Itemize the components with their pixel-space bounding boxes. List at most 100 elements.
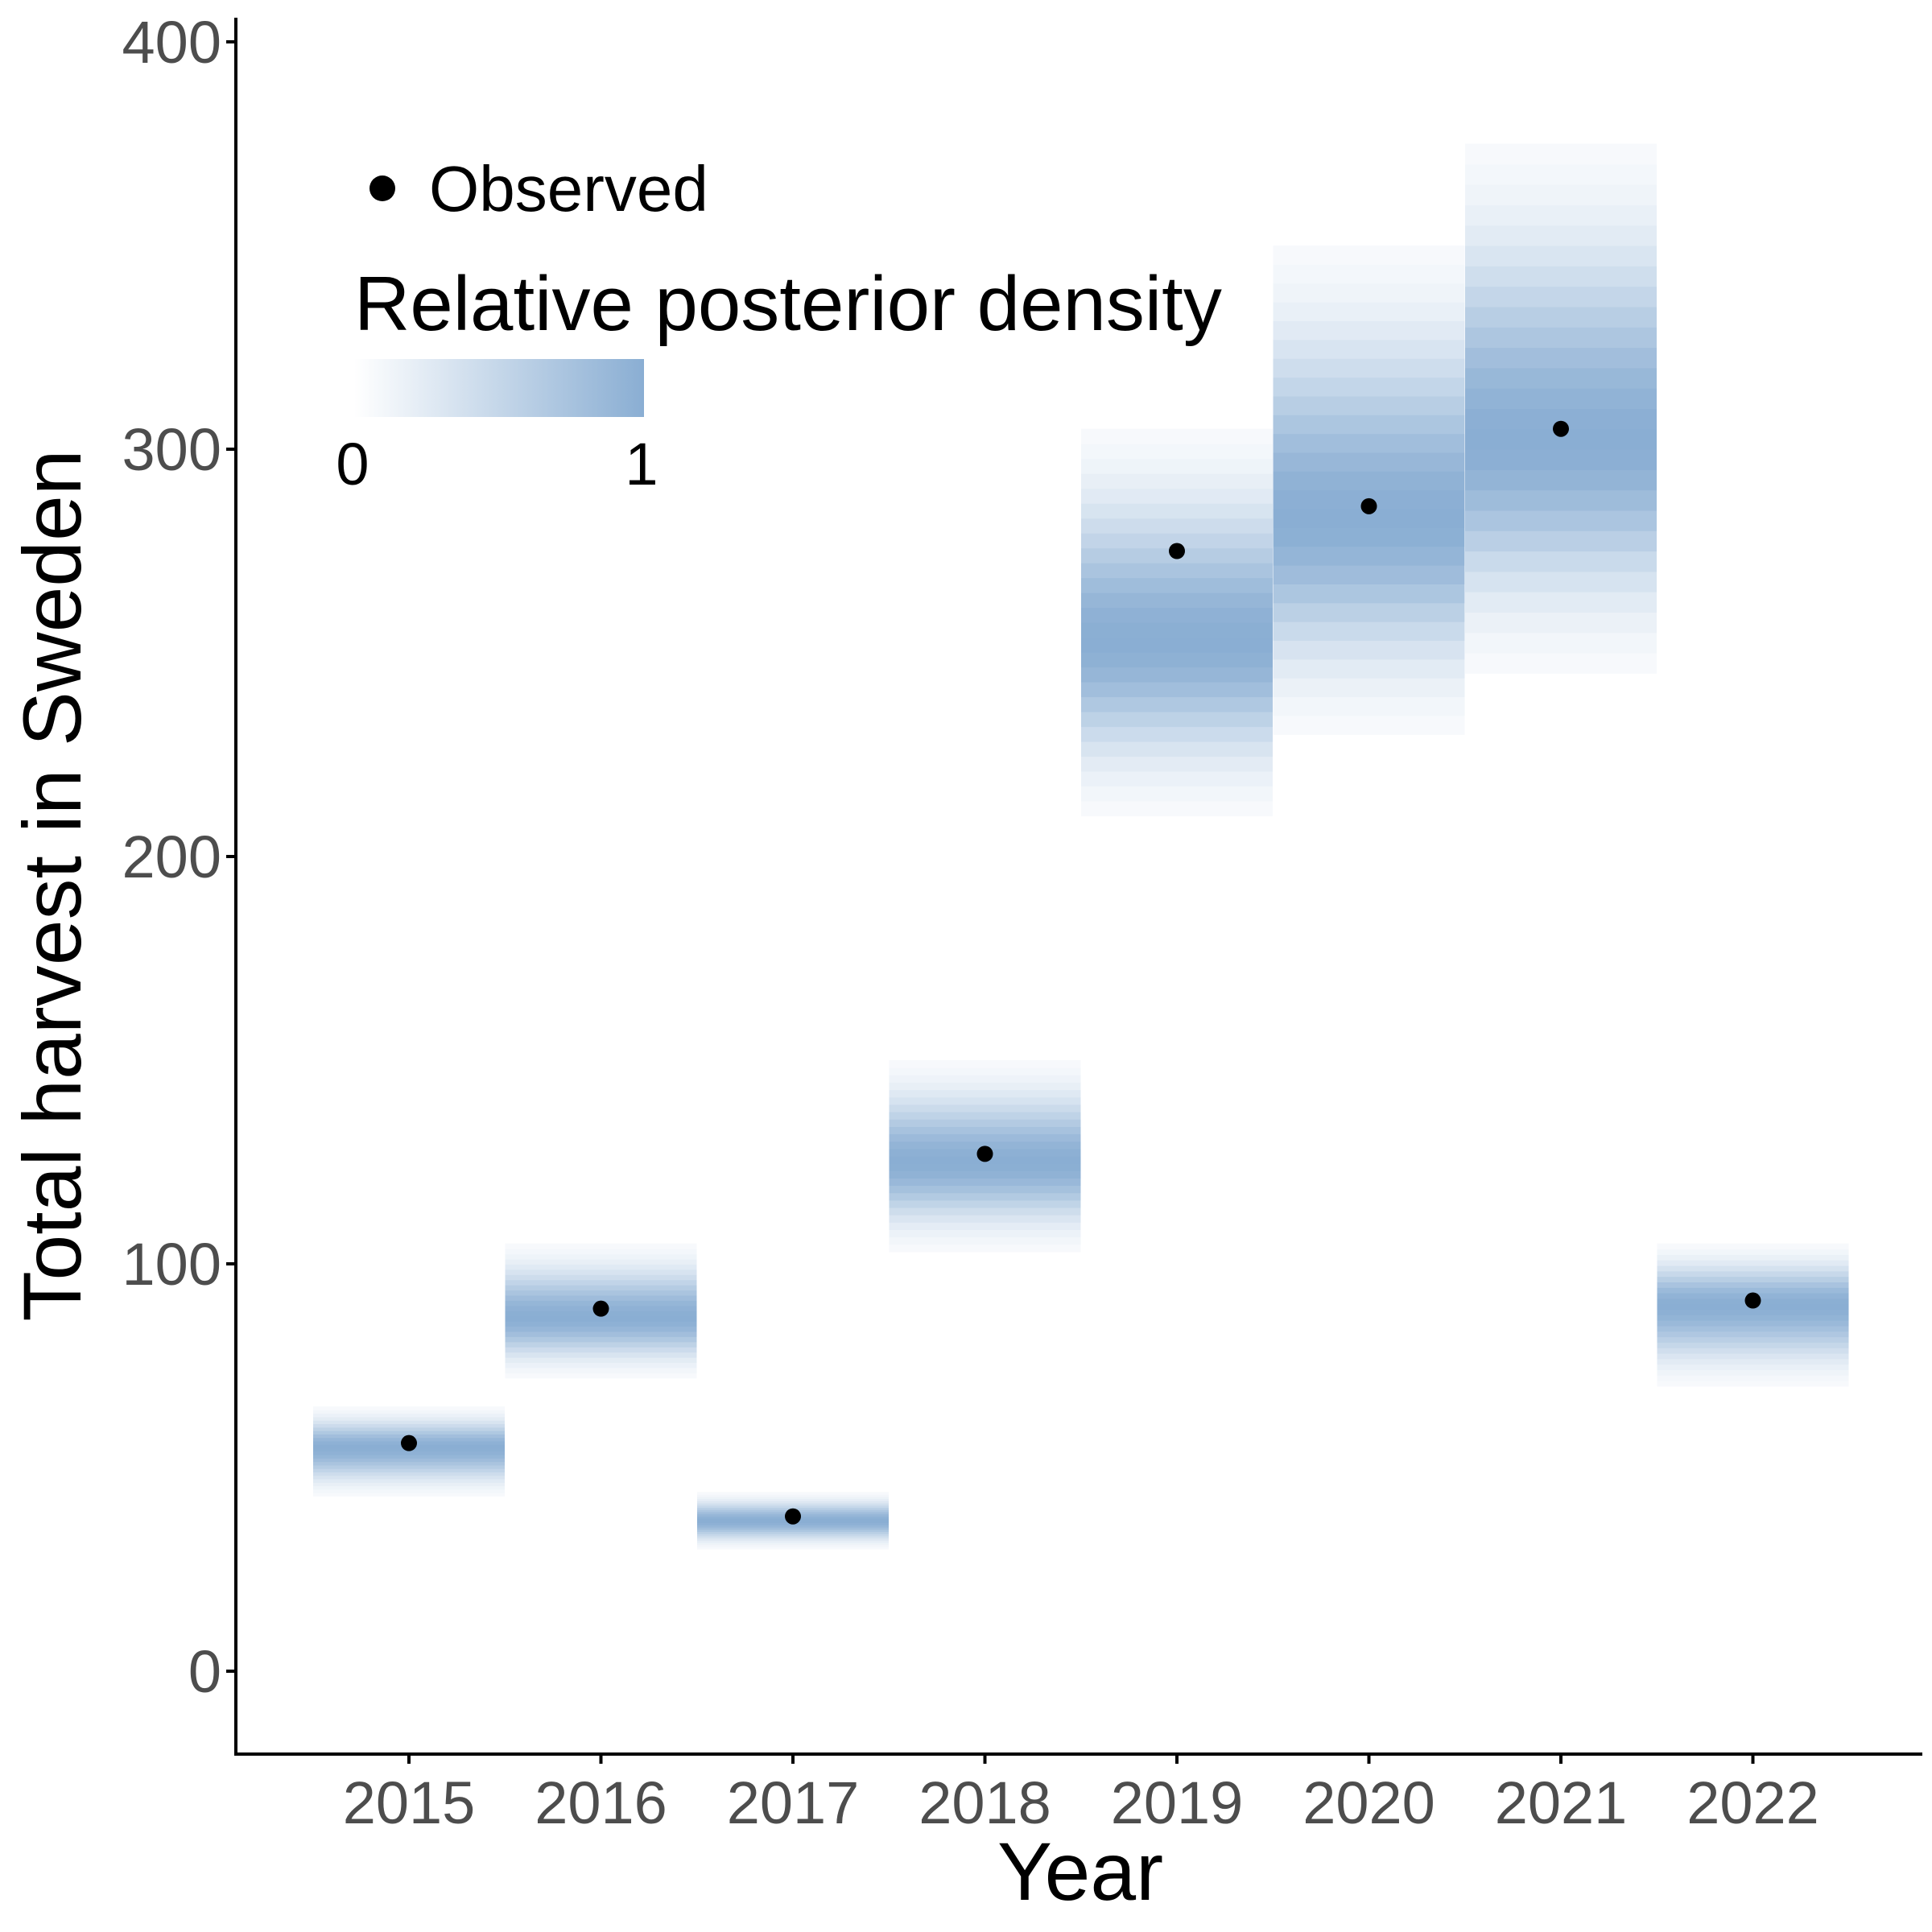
density-band <box>313 1426 505 1431</box>
x-tick-label: 2022 <box>1686 1769 1819 1836</box>
density-band <box>1081 503 1273 519</box>
density-band <box>889 1104 1081 1113</box>
density-band <box>1465 367 1657 389</box>
density-band <box>505 1347 697 1353</box>
density-band <box>889 1119 1081 1127</box>
density-band <box>889 1060 1081 1068</box>
density-band <box>1657 1309 1849 1315</box>
density-band <box>313 1472 505 1476</box>
density-band <box>313 1461 505 1466</box>
density-band <box>505 1373 697 1379</box>
density-band <box>697 1538 889 1541</box>
density-band <box>1657 1315 1849 1321</box>
density-band <box>505 1326 697 1332</box>
density-band <box>1465 612 1657 634</box>
density-band <box>1081 667 1273 683</box>
density-band <box>889 1178 1081 1187</box>
density-band <box>1273 527 1465 547</box>
density-band <box>697 1496 889 1500</box>
density-band <box>1465 286 1657 308</box>
legend-colorbar-min-label: 0 <box>336 431 369 497</box>
density-band <box>313 1410 505 1414</box>
legend-observed-marker <box>369 175 395 201</box>
density-band <box>697 1546 889 1550</box>
density-band <box>1657 1265 1849 1272</box>
density-band <box>889 1089 1081 1098</box>
density-band <box>697 1505 889 1509</box>
density-band <box>1081 488 1273 504</box>
density-band <box>697 1534 889 1537</box>
x-axis-title: Year <box>997 1826 1163 1918</box>
density-band <box>1081 800 1273 816</box>
density-band <box>697 1540 889 1543</box>
density-band <box>697 1525 889 1528</box>
density-band <box>889 1067 1081 1075</box>
x-tick-label: 2015 <box>343 1769 476 1836</box>
density-band <box>1657 1287 1849 1294</box>
density-band <box>1273 302 1465 322</box>
density-band <box>313 1488 505 1493</box>
density-band <box>505 1336 697 1343</box>
density-band <box>697 1494 889 1497</box>
density-band <box>889 1082 1081 1091</box>
density-band <box>1657 1260 1849 1266</box>
density-band <box>1465 551 1657 572</box>
density-band <box>1081 563 1273 579</box>
legend-colorbar <box>354 359 644 417</box>
density-band <box>1465 327 1657 349</box>
density-band <box>505 1290 697 1296</box>
density-band <box>889 1141 1081 1150</box>
density-band <box>697 1492 889 1495</box>
density-band <box>1465 204 1657 226</box>
density-band <box>1081 533 1273 549</box>
density-band <box>1465 632 1657 654</box>
density-band <box>1657 1352 1849 1360</box>
density-band <box>1465 143 1657 165</box>
density-band <box>697 1526 889 1530</box>
density-band <box>313 1485 505 1490</box>
density-band <box>313 1475 505 1480</box>
density-band <box>1657 1380 1849 1387</box>
density-band <box>1273 339 1465 359</box>
density-band <box>889 1133 1081 1142</box>
density-band <box>1273 320 1465 341</box>
density-band <box>1081 770 1273 787</box>
density-band <box>505 1269 697 1275</box>
density-band <box>313 1413 505 1418</box>
density-band <box>1465 246 1657 266</box>
density-band <box>1273 246 1465 265</box>
density-band <box>1465 306 1657 328</box>
y-tick-label: 300 <box>122 416 221 483</box>
y-tick-label: 400 <box>122 9 221 76</box>
y-tick-label: 0 <box>188 1638 221 1705</box>
legend-fill-title: Relative posterior density <box>354 261 1222 347</box>
density-band <box>1273 658 1465 679</box>
density-band <box>505 1258 697 1265</box>
density-band <box>1465 266 1657 287</box>
density-band <box>1465 653 1657 674</box>
density-band <box>1273 377 1465 397</box>
observed-point-2016 <box>592 1300 609 1317</box>
density-band <box>1081 622 1273 638</box>
density-band <box>1657 1358 1849 1365</box>
legend-colorbar-max-label: 1 <box>625 431 658 497</box>
density-band <box>1465 592 1657 613</box>
legend: Observed Relative posterior density 0 1 <box>336 153 1221 497</box>
density-band <box>889 1192 1081 1201</box>
observed-point-2019 <box>1169 543 1185 559</box>
x-tick-label: 2016 <box>535 1769 667 1836</box>
density-band <box>889 1236 1081 1245</box>
density-band <box>1273 471 1465 491</box>
density-band <box>1273 640 1465 660</box>
x-tick-label: 2020 <box>1302 1769 1435 1836</box>
observed-point-2015 <box>401 1435 417 1451</box>
density-band <box>1465 388 1657 409</box>
density-band <box>313 1406 505 1410</box>
density-band <box>505 1294 697 1301</box>
density-band <box>313 1492 505 1497</box>
density-band <box>505 1315 697 1322</box>
density-band <box>1273 602 1465 622</box>
density-band <box>1273 565 1465 584</box>
density-band <box>1657 1325 1849 1332</box>
density-band <box>1657 1320 1849 1327</box>
